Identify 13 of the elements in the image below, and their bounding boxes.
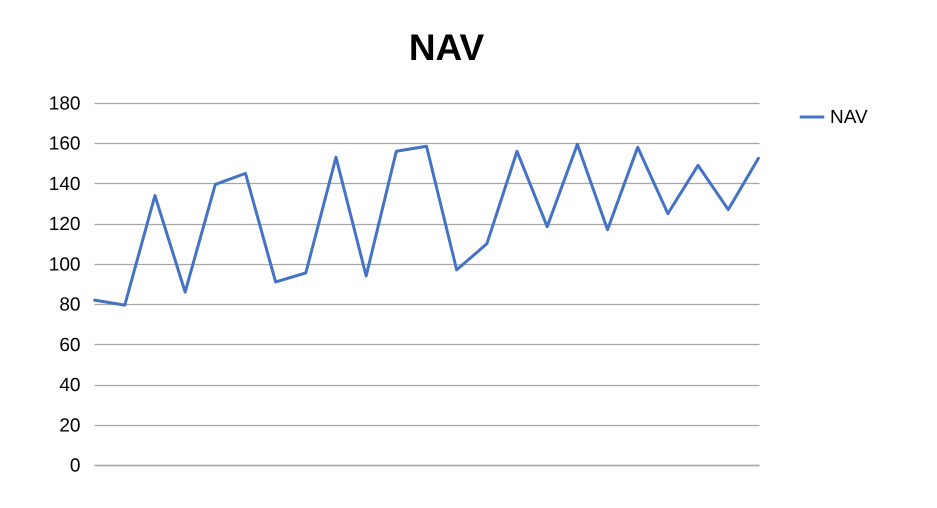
y-tick-label: 0 — [70, 456, 80, 476]
y-tick-label: 40 — [59, 375, 80, 396]
chart-title: NAV — [408, 27, 485, 68]
y-tick-label: 80 — [59, 294, 80, 316]
y-tick-label: 100 — [48, 254, 80, 276]
y-tick-label: 60 — [59, 334, 80, 356]
line-series — [93, 142, 760, 307]
y-tick-label: 20 — [59, 415, 80, 436]
y-tick-label: 140 — [48, 174, 80, 195]
legend-label: NAV — [830, 107, 868, 128]
y-tick-label: 180 — [48, 94, 80, 114]
y-tick-label: 120 — [48, 214, 80, 236]
y-tick-label: 160 — [48, 134, 80, 155]
